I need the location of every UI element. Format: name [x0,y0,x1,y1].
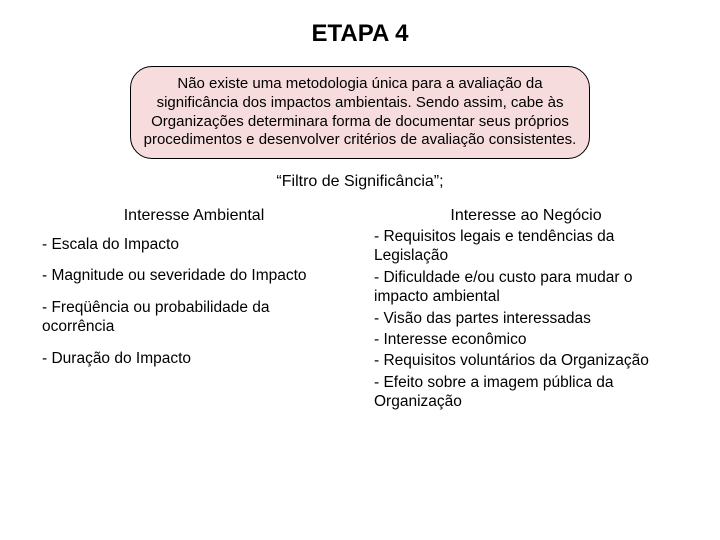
callout-text: Não existe uma metodologia única para a … [144,75,577,148]
list-item: - Interesse econômico [374,330,678,349]
callout-box: Não existe uma metodologia única para a … [130,66,590,159]
page-title: ETAPA 4 [30,20,690,48]
left-column: Interesse Ambiental - Escala do Impacto … [42,207,346,413]
list-item: - Escala do Impacto [42,235,346,254]
right-column: Interesse ao Negócio - Requisitos legais… [374,207,678,413]
list-item: - Efeito sobre a imagem pública da Organ… [374,373,678,412]
list-item: - Dificuldade e/ou custo para mudar o im… [374,268,678,307]
left-heading: Interesse Ambiental [42,207,346,225]
right-heading: Interesse ao Negócio [374,207,678,225]
list-item: - Duração do Impacto [42,349,346,368]
list-item: - Magnitude ou severidade do Impacto [42,266,346,285]
list-item: - Visão das partes interessadas [374,309,678,328]
columns-container: Interesse Ambiental - Escala do Impacto … [30,207,690,413]
list-item: - Freqüência ou probabilidade da ocorrên… [42,298,346,337]
subtitle: “Filtro de Significância”; [30,173,690,191]
list-item: - Requisitos legais e tendências da Legi… [374,227,678,266]
list-item: - Requisitos voluntários da Organização [374,351,678,370]
